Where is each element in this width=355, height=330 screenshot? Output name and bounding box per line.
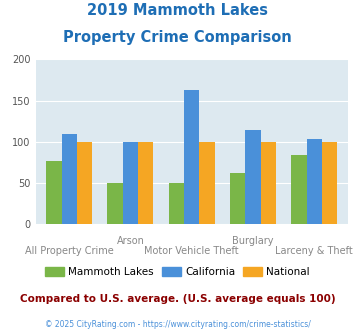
Bar	[123, 142, 138, 224]
Text: All Property Crime: All Property Crime	[25, 246, 114, 256]
Bar	[307, 139, 322, 224]
Bar	[200, 142, 215, 224]
Text: 2019 Mammoth Lakes: 2019 Mammoth Lakes	[87, 3, 268, 18]
Text: Property Crime Comparison: Property Crime Comparison	[63, 30, 292, 45]
Text: © 2025 CityRating.com - https://www.cityrating.com/crime-statistics/: © 2025 CityRating.com - https://www.city…	[45, 320, 310, 329]
Bar	[291, 155, 307, 224]
Bar	[245, 130, 261, 224]
Text: Compared to U.S. average. (U.S. average equals 100): Compared to U.S. average. (U.S. average …	[20, 294, 335, 304]
Bar	[169, 183, 184, 224]
Text: Arson: Arson	[116, 236, 144, 246]
Bar	[261, 142, 276, 224]
Bar	[322, 142, 337, 224]
Bar	[46, 161, 61, 224]
Text: Larceny & Theft: Larceny & Theft	[275, 246, 353, 256]
Bar	[230, 173, 245, 224]
Text: Burglary: Burglary	[232, 236, 274, 246]
Text: Motor Vehicle Theft: Motor Vehicle Theft	[144, 246, 239, 256]
Bar	[184, 90, 200, 224]
Bar	[108, 183, 123, 224]
Legend: Mammoth Lakes, California, National: Mammoth Lakes, California, National	[41, 263, 314, 281]
Bar	[61, 134, 77, 224]
Bar	[77, 142, 92, 224]
Bar	[138, 142, 153, 224]
